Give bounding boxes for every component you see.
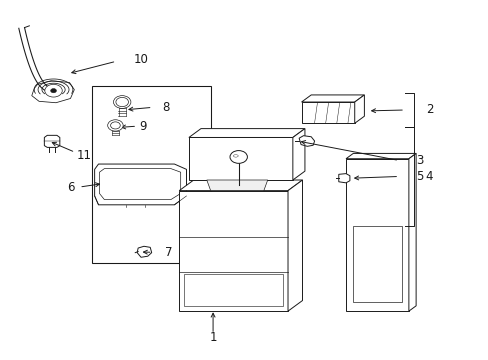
Circle shape: [45, 84, 62, 97]
Polygon shape: [346, 153, 415, 159]
Circle shape: [116, 98, 128, 107]
Polygon shape: [179, 191, 287, 311]
Circle shape: [107, 120, 123, 131]
Text: 8: 8: [162, 101, 169, 114]
Ellipse shape: [233, 155, 238, 157]
Polygon shape: [188, 138, 292, 180]
Polygon shape: [408, 153, 415, 311]
Text: 6: 6: [66, 181, 74, 194]
Polygon shape: [32, 81, 74, 103]
Text: 4: 4: [425, 170, 432, 183]
Polygon shape: [206, 180, 267, 191]
Circle shape: [110, 122, 120, 129]
Polygon shape: [137, 246, 151, 257]
Text: 5: 5: [415, 170, 423, 183]
Polygon shape: [188, 129, 305, 138]
Polygon shape: [183, 274, 283, 306]
Polygon shape: [179, 180, 302, 191]
Text: 2: 2: [425, 103, 432, 117]
Polygon shape: [292, 129, 305, 180]
Circle shape: [51, 89, 56, 93]
Circle shape: [113, 96, 131, 108]
Polygon shape: [352, 226, 401, 302]
Polygon shape: [338, 174, 349, 183]
Text: 1: 1: [209, 331, 216, 344]
Polygon shape: [44, 135, 60, 147]
Polygon shape: [301, 95, 364, 102]
Polygon shape: [95, 164, 186, 205]
Text: 11: 11: [76, 149, 91, 162]
Bar: [92, 86, 210, 263]
Text: 3: 3: [415, 154, 423, 167]
Text: 7: 7: [164, 246, 172, 259]
Polygon shape: [99, 168, 180, 199]
Polygon shape: [354, 95, 364, 123]
Text: 9: 9: [139, 120, 146, 132]
Circle shape: [229, 150, 247, 163]
Polygon shape: [346, 159, 408, 311]
Polygon shape: [287, 180, 302, 311]
Polygon shape: [299, 136, 314, 146]
Polygon shape: [301, 102, 354, 123]
Text: 10: 10: [133, 53, 148, 66]
